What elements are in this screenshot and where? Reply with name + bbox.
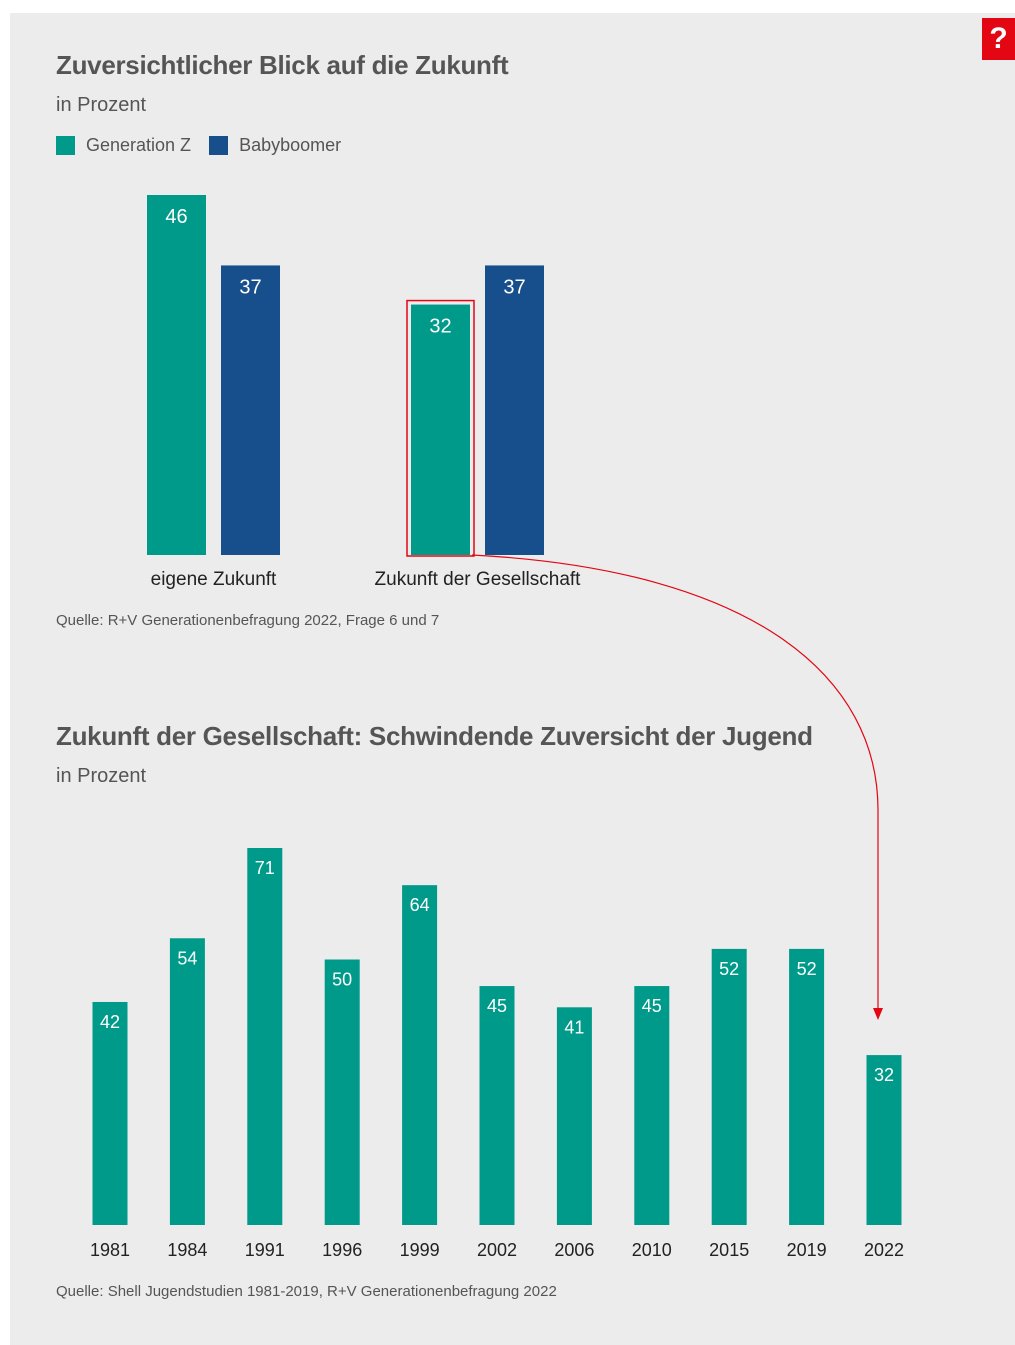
x-tick-label: 2015 (709, 1240, 749, 1260)
chart2-subtitle: in Prozent (56, 765, 147, 787)
chart1-title: Zuversichtlicher Blick auf die Zukunft (56, 50, 509, 80)
legend-item-generation-z: Generation Z (56, 135, 191, 156)
bar-value-label: 41 (564, 1017, 584, 1037)
chart1-subtitle: in Prozent (56, 94, 147, 116)
bar-babyboomer-eigene-zukunft (221, 265, 280, 555)
category-label: eigene Zukunft (151, 569, 277, 590)
x-tick-label: 1999 (400, 1240, 440, 1260)
x-tick-label: 1991 (245, 1240, 285, 1260)
bar-2002 (479, 986, 515, 1225)
help-icon[interactable]: ? (982, 18, 1015, 60)
bar-value-label: 54 (177, 948, 197, 968)
highlight-box (406, 299, 475, 557)
bar-1999 (402, 885, 438, 1225)
chart2-source: Quelle: Shell Jugendstudien 1981-2019, R… (56, 1283, 557, 1300)
bar-value-label: 71 (255, 858, 275, 878)
bar-1996 (324, 959, 360, 1225)
connector-arrowhead-icon (873, 1008, 883, 1020)
bar-value-label: 46 (165, 206, 187, 228)
bar-2010 (634, 986, 670, 1225)
x-tick-label: 2019 (787, 1240, 827, 1260)
bar-babyboomer-zukunft-der-gesellschaft (485, 265, 544, 555)
connector-arrow (471, 554, 879, 1008)
bar-value-label: 50 (332, 970, 352, 990)
legend-item-babyboomer: Babyboomer (209, 135, 341, 156)
bar-2019 (789, 948, 825, 1225)
bar-value-label: 64 (410, 895, 430, 915)
bar-generation-z-eigene-zukunft (147, 195, 206, 555)
bar-generation-z-zukunft-der-gesellschaft (411, 304, 470, 555)
chart2-plot: 42 1981 54 1984 71 1991 50 1996 64 1999 45 2002 41 20… (90, 848, 904, 1260)
bar-1991 (247, 848, 283, 1225)
x-tick-label: 2006 (554, 1240, 594, 1260)
chart1-plot: 46 37 eigene Zukunft 32 37 Zukunft der Gesell… (147, 195, 581, 590)
chart1-legend: Generation Z Babyboomer (56, 135, 359, 156)
bar-value-label: 52 (719, 959, 739, 979)
x-tick-label: 2010 (632, 1240, 672, 1260)
bar-value-label: 45 (642, 996, 662, 1016)
bar-2022 (866, 1055, 902, 1225)
bar-value-label: 32 (874, 1065, 894, 1085)
x-tick-label: 2022 (864, 1240, 904, 1260)
chart2-title: Zukunft der Gesellschaft: Schwindende Zu… (56, 721, 813, 751)
bar-value-label: 37 (503, 276, 525, 298)
legend-swatch-generation-z (56, 136, 75, 155)
bar-value-label: 42 (100, 1012, 120, 1032)
x-tick-label: 1981 (90, 1240, 130, 1260)
bar-1984 (169, 938, 205, 1225)
bar-1981 (92, 1001, 128, 1225)
bar-value-label: 52 (797, 959, 817, 979)
x-tick-label: 2002 (477, 1240, 517, 1260)
x-tick-label: 1984 (167, 1240, 207, 1260)
bar-value-label: 37 (239, 276, 261, 298)
bar-value-label: 45 (487, 996, 507, 1016)
bar-value-label: 32 (429, 316, 451, 338)
category-label: Zukunft der Gesellschaft (375, 569, 582, 590)
legend-label-generation-z: Generation Z (86, 135, 192, 155)
bar-2015 (711, 948, 747, 1225)
chart1-source: Quelle: R+V Generationenbefragung 2022, … (56, 612, 440, 629)
x-tick-label: 1996 (322, 1240, 362, 1260)
bar-2006 (556, 1007, 592, 1225)
legend-swatch-babyboomer (209, 136, 229, 155)
legend-label-babyboomer: Babyboomer (239, 135, 342, 155)
